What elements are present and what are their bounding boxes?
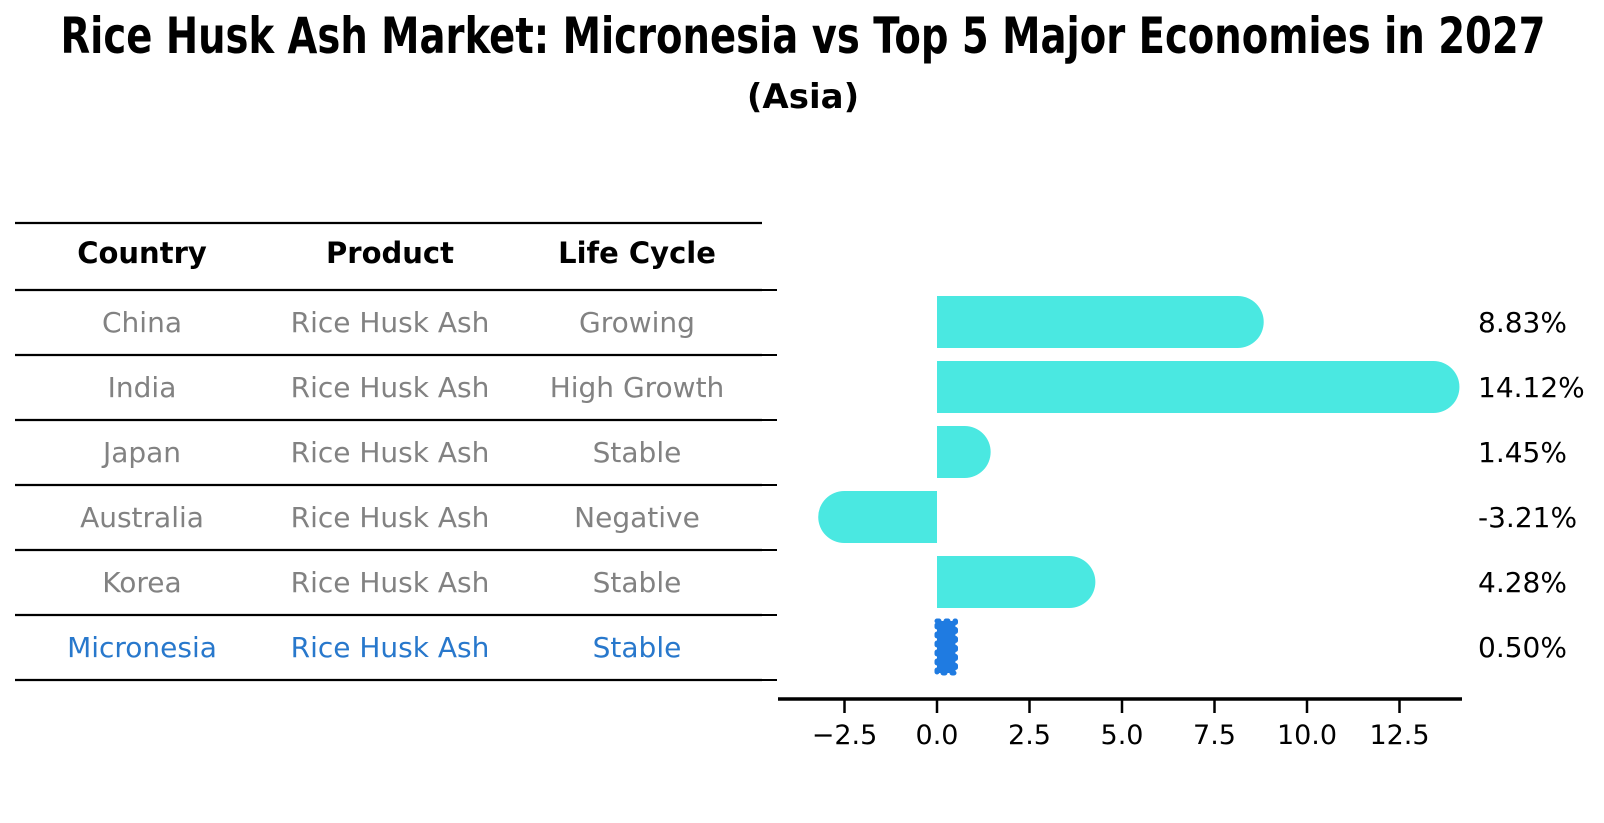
x-tick-label: 7.5 <box>1193 720 1236 751</box>
y-axis-ticks <box>758 289 777 681</box>
cell-lifecycle: Negative <box>574 501 700 534</box>
table-header-lifecycle: Life Cycle <box>558 236 716 270</box>
x-tick-label: 10.0 <box>1277 720 1337 751</box>
bar-korea <box>937 556 1096 608</box>
cell-product: Rice Husk Ash <box>291 566 490 599</box>
bar-micronesia <box>934 618 958 676</box>
value-labels: 8.83% 14.12% 1.45% -3.21% 4.28% 0.50% <box>1478 306 1585 664</box>
table-row: Japan Rice Husk Ash Stable <box>101 436 681 469</box>
cell-product: Rice Husk Ash <box>291 306 490 339</box>
table-header-country: Country <box>77 236 207 270</box>
value-label: 0.50% <box>1478 631 1567 664</box>
cell-lifecycle: Stable <box>593 631 682 664</box>
cell-lifecycle: Growing <box>579 306 695 339</box>
cell-product: Rice Husk Ash <box>291 371 490 404</box>
cell-country: Japan <box>101 436 181 469</box>
x-tick: 12.5 <box>1369 699 1430 751</box>
x-tick-label: −2.5 <box>812 720 878 751</box>
table-rules <box>15 221 762 682</box>
bar-japan <box>937 426 991 478</box>
x-tick-label: 5.0 <box>1101 720 1144 751</box>
table-row: Korea Rice Husk Ash Stable <box>102 566 681 599</box>
table-row: India Rice Husk Ash High Growth <box>108 371 725 404</box>
value-label: 1.45% <box>1478 436 1567 469</box>
value-label: 8.83% <box>1478 306 1567 339</box>
cell-country: Micronesia <box>67 631 217 664</box>
cell-lifecycle: Stable <box>593 566 682 599</box>
cell-lifecycle: Stable <box>593 436 682 469</box>
cell-product: Rice Husk Ash <box>291 436 490 469</box>
x-tick: 2.5 <box>1008 699 1051 751</box>
value-label: 14.12% <box>1478 371 1585 404</box>
cell-country: India <box>108 371 177 404</box>
cell-country: Korea <box>102 566 181 599</box>
table-row: Australia Rice Husk Ash Negative <box>80 501 700 534</box>
x-axis: −2.5 0.0 2.5 5.0 7.5 10.0 12.5 <box>778 697 1462 751</box>
cell-country: China <box>102 306 182 339</box>
table-header-product: Product <box>326 236 454 270</box>
x-tick: 7.5 <box>1193 699 1236 751</box>
cell-country: Australia <box>80 501 204 534</box>
chart-title: Rice Husk Ash Market: Micronesia vs Top … <box>61 7 1546 65</box>
cell-product: Rice Husk Ash <box>291 501 490 534</box>
table-row: China Rice Husk Ash Growing <box>102 306 695 339</box>
x-tick: −2.5 <box>812 699 878 751</box>
x-tick: 5.0 <box>1101 699 1144 751</box>
bar-series <box>818 296 1460 676</box>
cell-lifecycle: High Growth <box>550 371 725 404</box>
table-header-row: Country Product Life Cycle <box>77 236 716 270</box>
x-tick-label: 2.5 <box>1008 720 1051 751</box>
value-label: -3.21% <box>1478 501 1577 534</box>
x-tick-label: 0.0 <box>916 720 959 751</box>
table-row-highlight: Micronesia Rice Husk Ash Stable <box>67 631 681 664</box>
x-tick: 0.0 <box>916 699 959 751</box>
cell-product: Rice Husk Ash <box>291 631 490 664</box>
value-label: 4.28% <box>1478 566 1567 599</box>
bar-india <box>937 361 1460 413</box>
bar-australia <box>818 491 937 543</box>
x-tick: 10.0 <box>1277 699 1337 751</box>
x-tick-label: 12.5 <box>1369 720 1429 751</box>
bar-china <box>937 296 1264 348</box>
chart-subtitle: (Asia) <box>747 77 859 117</box>
